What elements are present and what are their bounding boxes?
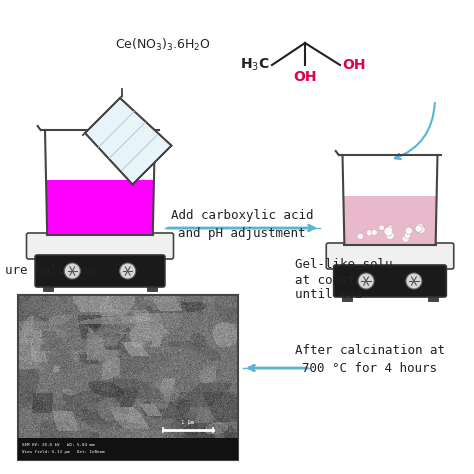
- Text: H$_3$C: H$_3$C: [240, 57, 270, 73]
- Text: ure solution: ure solution: [5, 264, 95, 276]
- Circle shape: [415, 225, 422, 232]
- Bar: [47, 181, 153, 235]
- FancyBboxPatch shape: [334, 265, 447, 297]
- FancyBboxPatch shape: [35, 255, 165, 287]
- Text: Ce(NO$_3$)$_3$.6H$_2$O: Ce(NO$_3$)$_3$.6H$_2$O: [115, 37, 211, 53]
- Circle shape: [387, 225, 393, 231]
- Text: at constant: at constant: [295, 273, 377, 286]
- Circle shape: [366, 230, 373, 236]
- Bar: [428, 295, 438, 301]
- Circle shape: [415, 226, 422, 233]
- Circle shape: [384, 227, 393, 236]
- Bar: [18, 295, 238, 460]
- Circle shape: [119, 263, 136, 279]
- Text: and pH adjustment: and pH adjustment: [178, 227, 306, 239]
- FancyBboxPatch shape: [27, 233, 173, 259]
- Circle shape: [64, 263, 80, 279]
- Circle shape: [358, 273, 374, 289]
- Text: 700 °C for 4 hours: 700 °C for 4 hours: [302, 362, 438, 374]
- Text: until eva: until eva: [295, 289, 363, 301]
- Circle shape: [406, 273, 422, 289]
- Text: 1 μm: 1 μm: [182, 420, 194, 425]
- Text: SEM HV: 20.0 kV   WD: 5.04 mm: SEM HV: 20.0 kV WD: 5.04 mm: [22, 443, 94, 447]
- Bar: [43, 285, 53, 291]
- Text: View field: 6.13 μm   Det: InBeam: View field: 6.13 μm Det: InBeam: [22, 450, 104, 454]
- Circle shape: [371, 229, 377, 236]
- Text: OH: OH: [342, 58, 365, 72]
- Circle shape: [405, 227, 412, 235]
- Circle shape: [379, 225, 384, 231]
- Circle shape: [357, 233, 364, 240]
- Polygon shape: [85, 98, 172, 184]
- Circle shape: [385, 231, 394, 239]
- Bar: [342, 295, 352, 301]
- Text: Add carboxylic acid: Add carboxylic acid: [171, 209, 313, 221]
- FancyBboxPatch shape: [326, 243, 454, 269]
- Bar: [147, 285, 157, 291]
- Text: OH: OH: [293, 70, 317, 84]
- Text: Gel-like solu: Gel-like solu: [295, 258, 392, 272]
- Bar: [345, 195, 436, 245]
- Bar: [18, 438, 238, 460]
- Circle shape: [418, 226, 425, 233]
- Text: After calcination at: After calcination at: [295, 344, 445, 356]
- Circle shape: [416, 224, 424, 231]
- Circle shape: [404, 232, 411, 238]
- Circle shape: [402, 235, 409, 242]
